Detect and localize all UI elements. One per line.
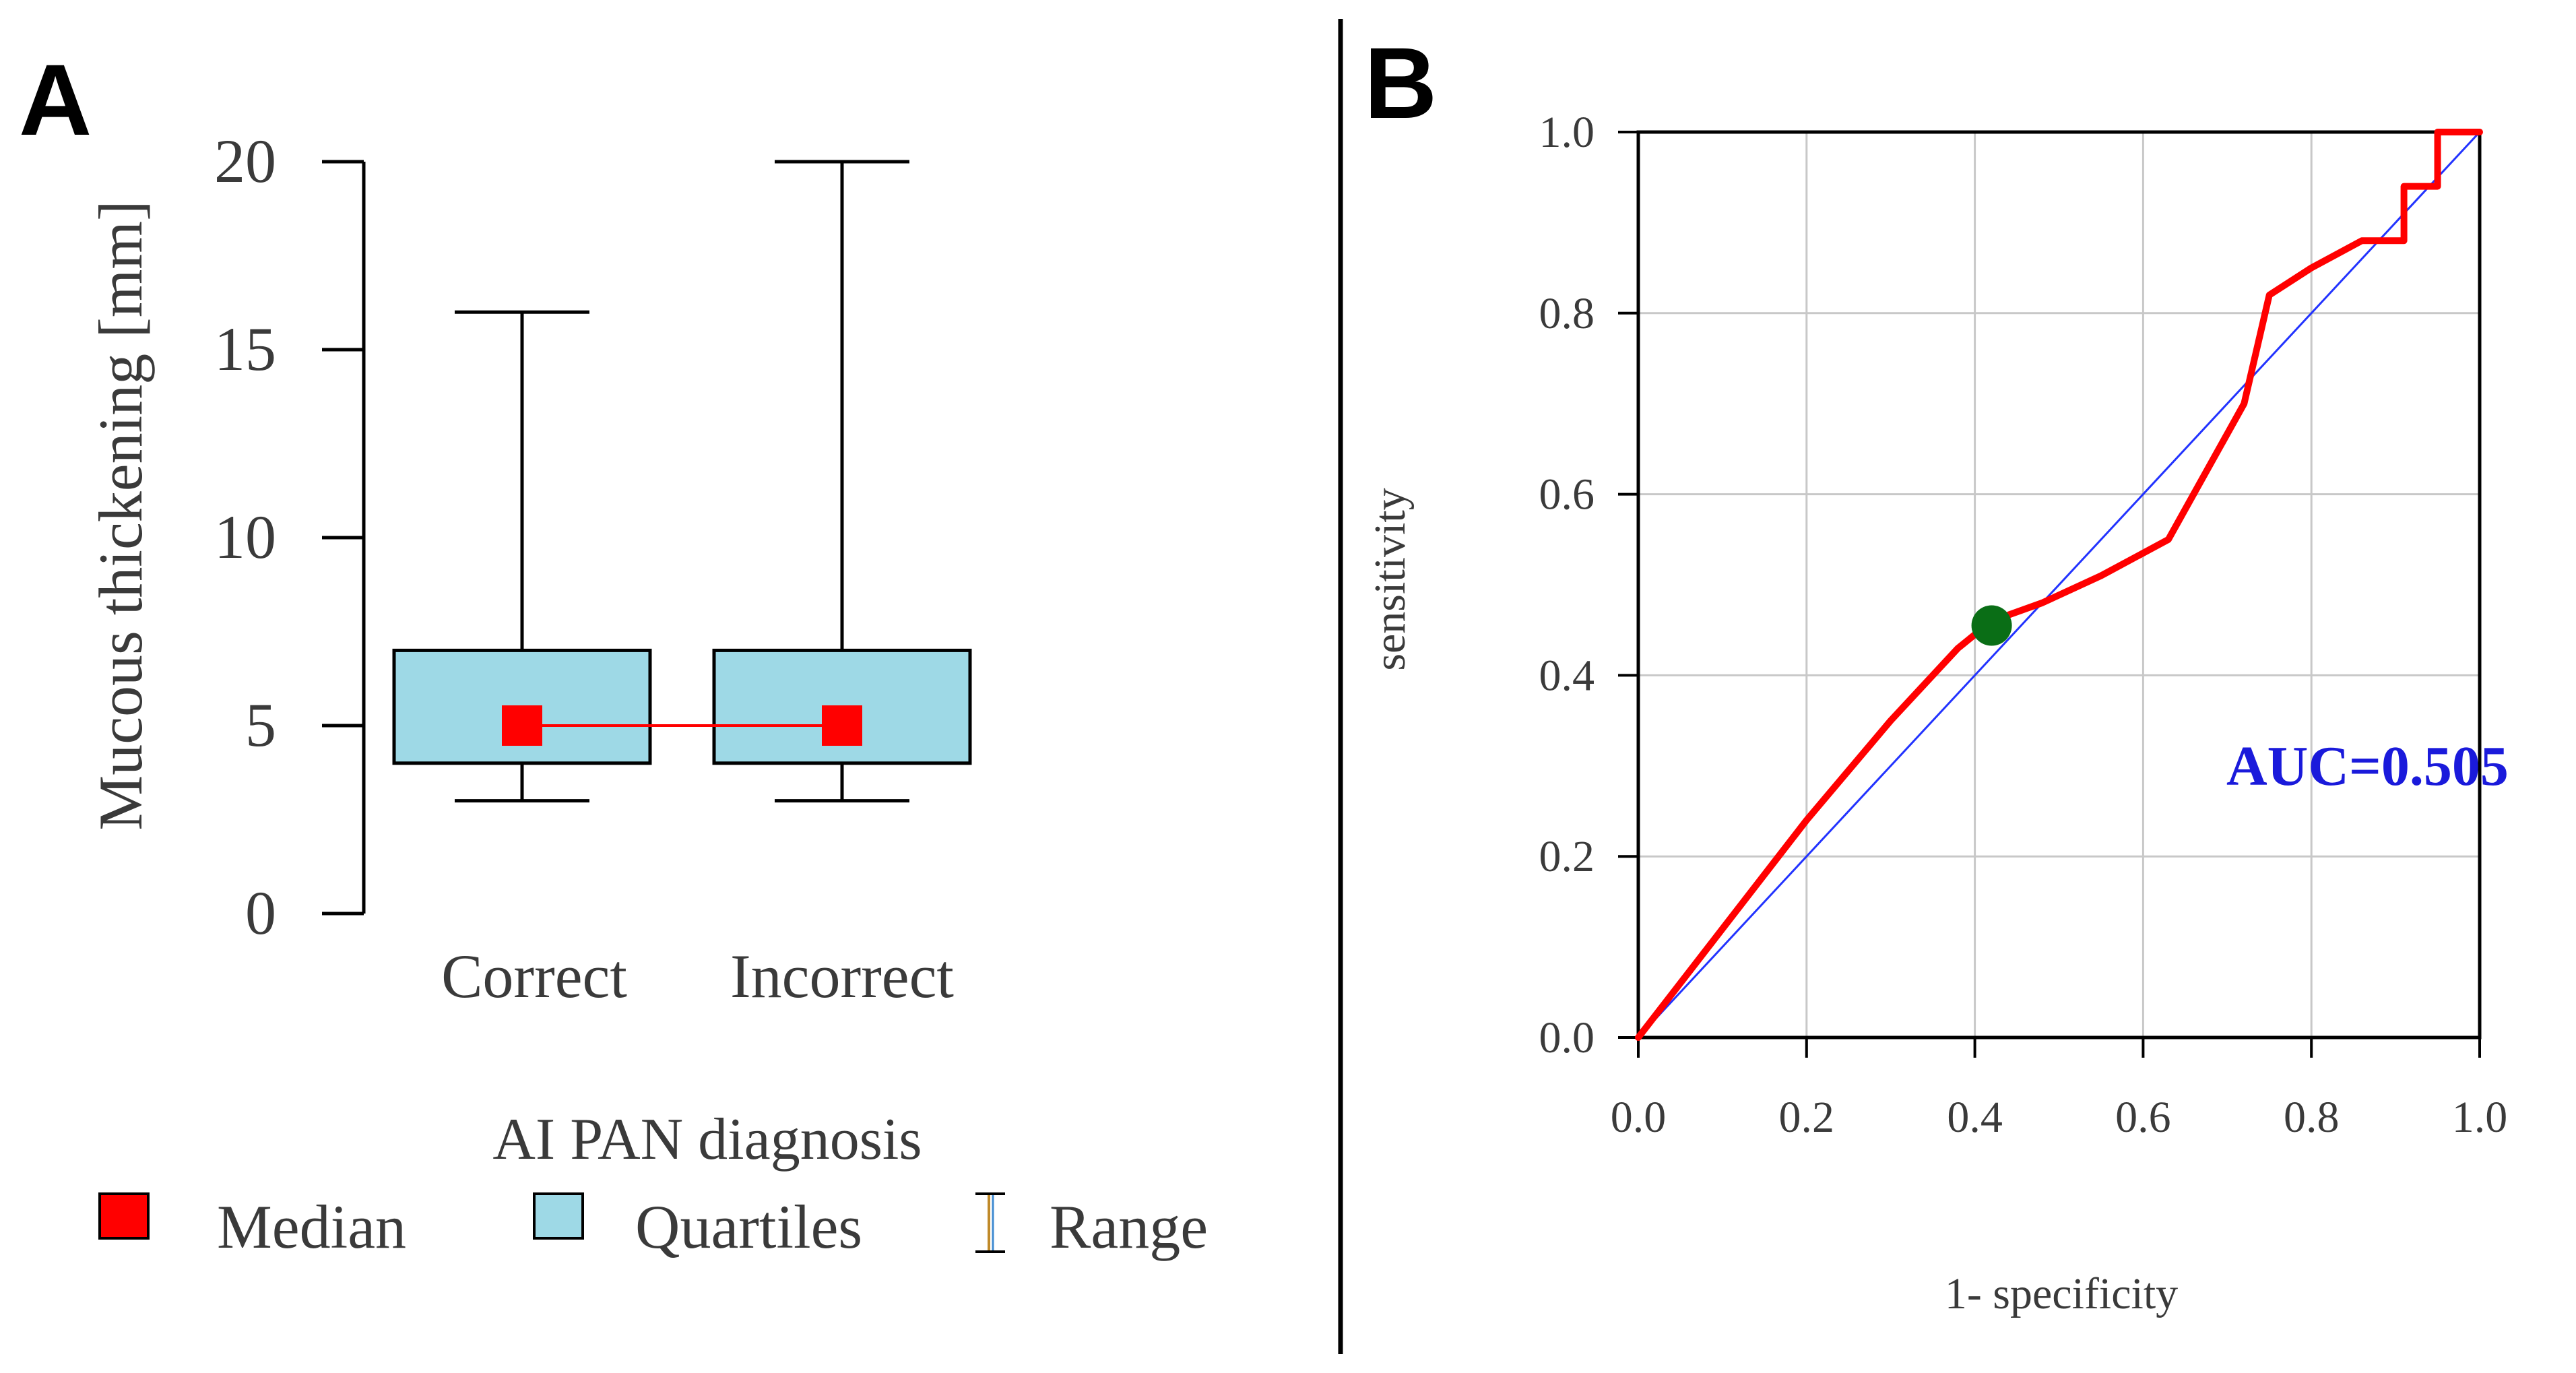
y-tick-label: 0.8	[1539, 289, 1595, 338]
box-plot-y-axis-label: Mucous thickening [mm]	[86, 200, 155, 830]
roc-plot-frame	[1636, 130, 2482, 1040]
y-tick-label: 10	[214, 503, 276, 571]
roc-axis-ticks	[1618, 131, 2481, 1058]
x-tick-label: Correct	[441, 942, 627, 1011]
panel-label-a: A	[19, 43, 92, 156]
box-plot-y-axis	[322, 160, 366, 916]
box-plot-x-tick-labels: Correct Incorrect	[441, 942, 954, 1011]
y-tick-label: 0.0	[1539, 1013, 1595, 1062]
legend-label-quartiles: Quartiles	[635, 1192, 862, 1261]
box-plot-legend: Median Quartiles Range	[98, 1192, 1208, 1261]
x-tick-label: 1.0	[2452, 1093, 2508, 1142]
x-tick-label: 0.2	[1779, 1093, 1835, 1142]
x-tick-label: 0.4	[1947, 1093, 2003, 1142]
roc-y-axis-label: sensitivity	[1365, 488, 1415, 670]
box-plot: 0 5 10 15 20 Mucous thickening [mm] Correct I…	[86, 127, 1208, 1261]
roc-lines	[1635, 129, 2483, 1041]
x-tick-label: 0.0	[1611, 1093, 1667, 1142]
legend-swatch-median	[98, 1192, 150, 1240]
y-tick-label: 0	[245, 879, 276, 947]
legend-swatch-quartiles	[533, 1192, 584, 1240]
roc-plot: 0.0 0.2 0.4 0.6 0.8 1.0 0.0 0.2 0.4 0.6 0.8 1.0 1-…	[1365, 108, 2509, 1318]
panel-label-b: B	[1364, 26, 1437, 139]
roc-x-axis-label: 1- specificity	[1945, 1269, 2178, 1318]
auc-annotation: AUC=0.505	[2226, 735, 2509, 798]
legend-label-median: Median	[217, 1192, 406, 1261]
median-marker	[502, 705, 542, 746]
y-tick-label: 0.2	[1539, 832, 1595, 881]
x-tick-label: 0.6	[2115, 1093, 2171, 1142]
median-marker	[822, 705, 862, 746]
roc-x-tick-labels: 0.0 0.2 0.4 0.6 0.8 1.0	[1611, 1093, 2508, 1142]
roc-curve	[1635, 129, 2483, 1041]
y-tick-label: 5	[245, 691, 276, 759]
y-tick-label: 20	[214, 127, 276, 195]
reference-diagonal	[1637, 131, 2481, 1039]
box-plot-y-tick-labels: 0 5 10 15 20	[214, 127, 276, 947]
cutoff-point	[1971, 605, 2012, 646]
box-plot-x-axis-label: AI PAN diagnosis	[492, 1107, 922, 1172]
y-tick-label: 0.6	[1539, 470, 1595, 519]
legend-label-range: Range	[1050, 1192, 1208, 1261]
y-tick-label: 0.4	[1539, 651, 1595, 700]
x-tick-label: Incorrect	[730, 942, 954, 1011]
x-tick-label: 0.8	[2284, 1093, 2340, 1142]
y-tick-label: 15	[214, 315, 276, 383]
y-tick-label: 1.0	[1539, 108, 1595, 157]
box-plot-boxes	[392, 160, 972, 803]
roc-y-tick-labels: 0.0 0.2 0.4 0.6 0.8 1.0	[1539, 108, 1595, 1062]
